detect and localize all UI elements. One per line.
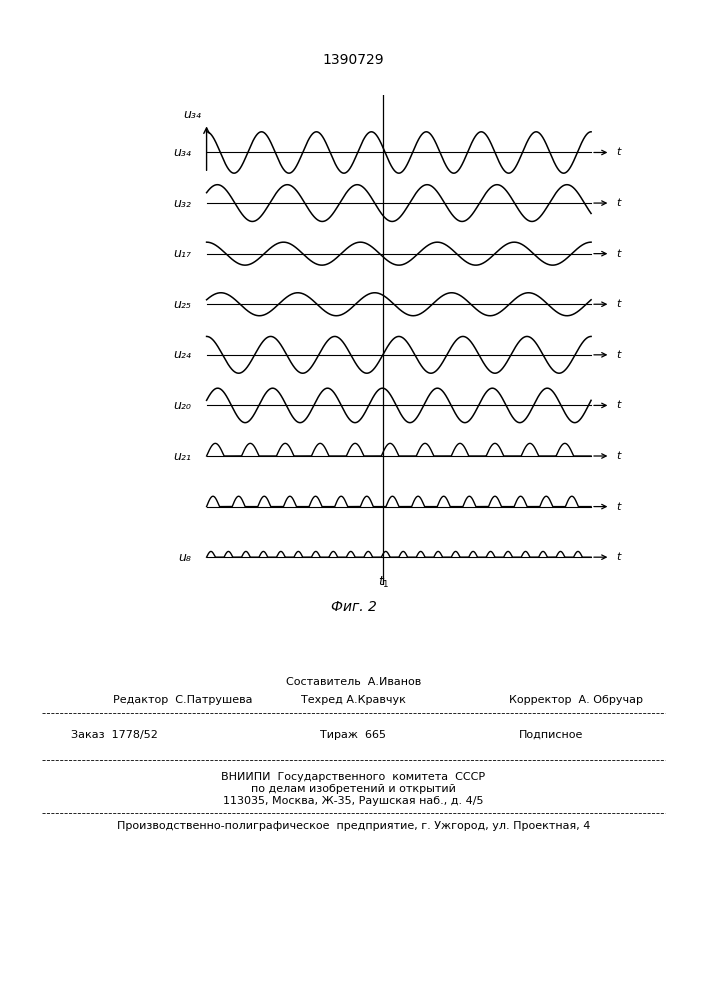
Text: Фиг. 2: Фиг. 2 <box>331 600 376 614</box>
Text: u₂₄: u₂₄ <box>173 348 191 361</box>
Text: 1390729: 1390729 <box>322 53 385 67</box>
Text: t: t <box>616 198 621 208</box>
Text: Тираж  665: Тираж 665 <box>320 730 387 740</box>
Text: u₂₀: u₂₀ <box>173 399 191 412</box>
Text: t: t <box>616 147 621 157</box>
Text: u₃₄: u₃₄ <box>173 146 191 159</box>
Text: по делам изобретений и открытий: по делам изобретений и открытий <box>251 784 456 794</box>
Text: u₁₇: u₁₇ <box>173 247 191 260</box>
Text: u₂₅: u₂₅ <box>173 298 191 311</box>
Text: ВНИИПИ  Государственного  комитета  СССР: ВНИИПИ Государственного комитета СССР <box>221 772 486 782</box>
Text: Техред А.Кравчук: Техред А.Кравчук <box>301 695 406 705</box>
Text: u₈: u₈ <box>178 551 191 564</box>
Text: Производственно-полиграфическое  предприятие, г. Ужгород, ул. Проектная, 4: Производственно-полиграфическое предприя… <box>117 821 590 831</box>
Text: Корректор  А. Обручар: Корректор А. Обручар <box>509 695 643 705</box>
Text: u₂₁: u₂₁ <box>173 450 191 463</box>
Text: $t_1$: $t_1$ <box>378 575 390 590</box>
Text: t: t <box>616 552 621 562</box>
Text: 113035, Москва, Ж-35, Раушская наб., д. 4/5: 113035, Москва, Ж-35, Раушская наб., д. … <box>223 796 484 806</box>
Text: t: t <box>616 400 621 410</box>
Text: t: t <box>616 451 621 461</box>
Text: Редактор  С.Патрушева: Редактор С.Патрушева <box>113 695 252 705</box>
Text: t: t <box>616 350 621 360</box>
Text: t: t <box>616 249 621 259</box>
Text: Подписное: Подписное <box>519 730 584 740</box>
Text: t: t <box>616 299 621 309</box>
Text: u₃₄: u₃₄ <box>183 108 201 121</box>
Text: Заказ  1778/52: Заказ 1778/52 <box>71 730 158 740</box>
Text: u₃₂: u₃₂ <box>173 197 191 210</box>
Text: Составитель  А.Иванов: Составитель А.Иванов <box>286 677 421 687</box>
Text: t: t <box>616 502 621 512</box>
